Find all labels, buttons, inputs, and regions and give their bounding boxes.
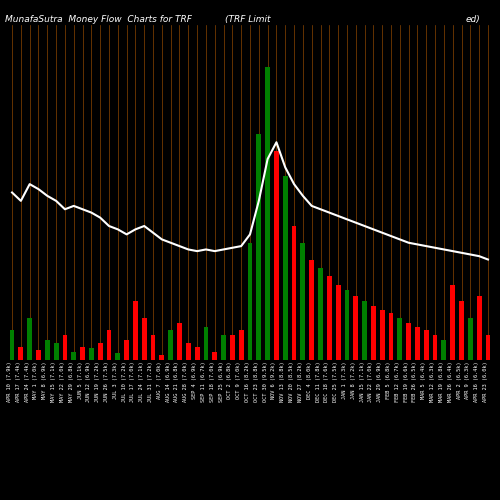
Bar: [344, 290, 350, 360]
Bar: [442, 340, 446, 360]
Bar: [239, 330, 244, 360]
Bar: [486, 335, 490, 360]
Bar: [265, 67, 270, 360]
Bar: [248, 243, 252, 360]
Bar: [194, 346, 200, 360]
Bar: [310, 260, 314, 360]
Bar: [432, 335, 438, 360]
Bar: [380, 310, 384, 360]
Text: ed): ed): [465, 15, 480, 24]
Bar: [292, 226, 296, 360]
Bar: [468, 318, 472, 360]
Bar: [18, 346, 24, 360]
Bar: [150, 335, 156, 360]
Bar: [133, 302, 138, 360]
Bar: [116, 354, 120, 360]
Bar: [10, 330, 14, 360]
Bar: [327, 276, 332, 360]
Bar: [45, 340, 50, 360]
Bar: [354, 296, 358, 360]
Bar: [89, 348, 94, 360]
Bar: [362, 302, 367, 360]
Bar: [300, 243, 306, 360]
Bar: [283, 176, 288, 360]
Bar: [256, 134, 261, 360]
Bar: [274, 150, 279, 360]
Bar: [424, 330, 428, 360]
Text: MunafaSutra  Money Flow  Charts for TRF: MunafaSutra Money Flow Charts for TRF: [5, 15, 192, 24]
Bar: [36, 350, 41, 360]
Bar: [371, 306, 376, 360]
Bar: [230, 335, 235, 360]
Bar: [124, 340, 129, 360]
Bar: [106, 330, 112, 360]
Bar: [318, 268, 323, 360]
Bar: [72, 352, 76, 360]
Bar: [450, 284, 455, 360]
Bar: [398, 318, 402, 360]
Bar: [177, 323, 182, 360]
Bar: [160, 355, 164, 360]
Bar: [28, 318, 32, 360]
Bar: [80, 346, 85, 360]
Text: (TRF Limit: (TRF Limit: [225, 15, 270, 24]
Bar: [476, 296, 482, 360]
Bar: [406, 323, 411, 360]
Bar: [54, 343, 59, 360]
Bar: [388, 313, 394, 360]
Bar: [168, 330, 173, 360]
Bar: [221, 335, 226, 360]
Bar: [98, 343, 102, 360]
Bar: [186, 343, 190, 360]
Bar: [212, 352, 217, 360]
Bar: [204, 326, 208, 360]
Bar: [459, 302, 464, 360]
Bar: [62, 335, 68, 360]
Bar: [336, 284, 340, 360]
Bar: [415, 326, 420, 360]
Bar: [142, 318, 146, 360]
